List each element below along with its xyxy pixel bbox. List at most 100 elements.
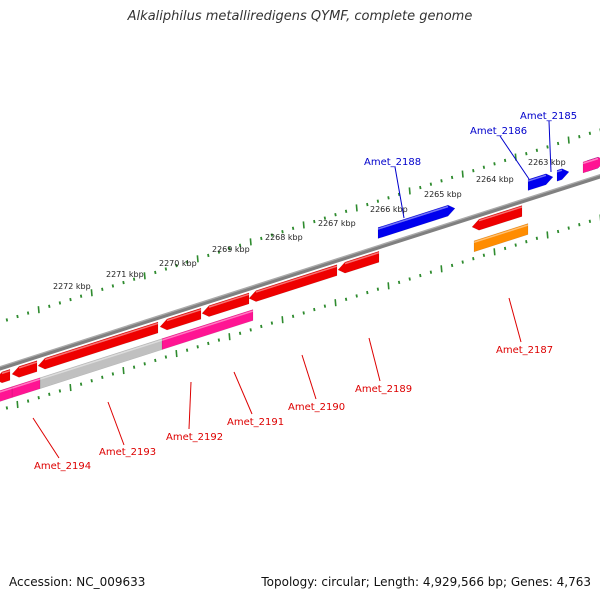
- gene-label-amet-2192: Amet_2192: [166, 432, 223, 443]
- kbp-label-2272: 2272 kbp: [53, 282, 91, 291]
- inner-tick-ring: [5, 214, 600, 410]
- inner-ring-major-tick: [281, 316, 284, 324]
- leader-amet-2194: [32, 417, 60, 459]
- outer-ring-minor-tick: [154, 270, 157, 275]
- outer-ring-minor-tick: [440, 179, 443, 183]
- outer-ring-minor-tick: [132, 277, 136, 281]
- inner-ring-minor-tick: [376, 287, 380, 291]
- inner-ring-major-tick: [440, 265, 443, 273]
- inner-ring-major-tick: [122, 367, 125, 375]
- outer-ring-minor-tick: [419, 185, 422, 190]
- outer-ring-minor-tick: [344, 209, 348, 214]
- inner-ring-minor-tick: [249, 328, 252, 332]
- gene-label-amet-2188: Amet_2188: [364, 157, 421, 168]
- leader-amet-2186: [499, 135, 530, 180]
- inner-ring-minor-tick: [503, 246, 507, 251]
- inner-ring-minor-tick: [101, 375, 104, 380]
- outer-ring-minor-tick: [122, 280, 125, 285]
- outer-ring-minor-tick: [101, 287, 104, 292]
- kbp-label-2267: 2267 kbp: [318, 219, 356, 228]
- outer-ring-minor-tick: [535, 148, 539, 152]
- gene-amet-2187-highlight: [478, 206, 523, 222]
- inner-ring-minor-tick: [588, 219, 592, 224]
- inner-ring-major-tick: [493, 248, 496, 256]
- leader-amet-2188: [394, 166, 405, 219]
- inner-ring-minor-tick: [291, 314, 295, 318]
- inner-ring-minor-tick: [270, 321, 274, 325]
- inner-ring-major-tick: [334, 299, 337, 307]
- backbone-line: [0, 175, 600, 371]
- outer-ring-major-tick: [408, 187, 411, 195]
- gene-reverse-edge: [0, 368, 11, 384]
- outer-ring-minor-tick: [376, 199, 380, 203]
- outer-tick-ring: [5, 128, 600, 322]
- inner-ring-minor-tick: [344, 297, 348, 302]
- outer-ring-minor-tick: [185, 260, 189, 264]
- outer-ring-minor-tick: [79, 294, 83, 298]
- outer-ring-major-tick: [249, 238, 252, 246]
- inner-ring-major-tick: [546, 231, 549, 239]
- inner-ring-minor-tick: [535, 236, 539, 240]
- gene-pink-left-edge-highlight: [0, 387, 13, 393]
- inner-ring-minor-tick: [111, 372, 115, 376]
- outer-ring-major-tick: [196, 255, 199, 263]
- gene-amet-2190-highlight: [255, 265, 338, 293]
- inner-ring-minor-tick: [37, 396, 40, 400]
- outer-ring-major-tick: [355, 204, 358, 212]
- gene-amet-2190: [248, 264, 338, 302]
- label-leader-lines: [32, 120, 552, 459]
- leader-amet-2187: [508, 297, 522, 343]
- outer-ring-minor-tick: [5, 318, 9, 322]
- inner-ring-minor-tick: [302, 311, 305, 315]
- gene-label-amet-2187: Amet_2187: [496, 345, 553, 356]
- gene-features: [0, 156, 600, 402]
- inner-ring-minor-tick: [429, 270, 433, 274]
- inner-ring-minor-tick: [525, 240, 528, 244]
- inner-ring-minor-tick: [48, 392, 51, 396]
- leader-amet-2189: [368, 337, 381, 382]
- gene-amet-2186-highlight: [527, 174, 547, 182]
- outer-ring-minor-tick: [260, 236, 263, 241]
- gene-label-amet-2191: Amet_2191: [227, 417, 284, 428]
- inner-ring-minor-tick: [79, 382, 83, 386]
- gene-amet-2188-highlight: [377, 205, 449, 230]
- outer-ring-minor-tick: [525, 152, 528, 156]
- gene-amet-2192: [159, 307, 202, 331]
- gene-labels: Amet_2185 Amet_2186 Amet_2188 Amet_2187 …: [34, 111, 577, 472]
- inner-ring-minor-tick: [196, 345, 199, 349]
- gene-amet-2194-feature-highlight: [11, 378, 41, 389]
- outer-ring-minor-tick: [546, 145, 549, 149]
- outer-ring-minor-tick: [323, 216, 327, 220]
- inner-ring-minor-tick: [238, 331, 242, 335]
- kbp-label-2268: 2268 kbp: [265, 233, 303, 242]
- inner-ring-minor-tick: [578, 223, 581, 227]
- gene-amet-2186: [527, 173, 554, 191]
- inner-ring-major-tick: [228, 333, 231, 341]
- genome-summary-text: Topology: circular; Length: 4,929,566 bp…: [261, 575, 591, 589]
- outer-ring-minor-tick: [270, 233, 274, 237]
- outer-ring-minor-tick: [238, 243, 242, 247]
- outer-ring-minor-tick: [281, 230, 284, 234]
- gene-amet-2192-feature-highlight: [161, 310, 254, 341]
- gene-amet-2194-highlight: [18, 361, 38, 369]
- gene-amet-2187-feature: [473, 223, 529, 253]
- outer-ring-major-tick: [90, 289, 93, 297]
- inner-ring-major-tick: [175, 350, 178, 358]
- outer-ring-minor-tick: [366, 202, 369, 207]
- gene-amet-2185-highlight: [556, 169, 563, 173]
- gene-amet-2193-highlight: [44, 322, 159, 361]
- gene-label-amet-2189: Amet_2189: [355, 384, 412, 395]
- gene-amet-2187: [471, 205, 523, 231]
- outer-ring-minor-tick: [16, 314, 19, 319]
- outer-ring-minor-tick: [313, 219, 316, 224]
- outer-ring-minor-tick: [450, 175, 454, 180]
- gene-pink-edge-highlight: [582, 157, 599, 165]
- leader-amet-2191: [233, 371, 253, 415]
- gene-amet-2192-highlight: [166, 308, 202, 322]
- outer-ring-minor-tick: [556, 141, 560, 146]
- gene-reverse-edge-highlight: [1, 370, 11, 375]
- outer-ring-minor-tick: [482, 165, 486, 169]
- map-title: Alkaliphilus metalliredigens QYMF, compl…: [127, 9, 473, 24]
- gene-amet-2185: [556, 168, 570, 182]
